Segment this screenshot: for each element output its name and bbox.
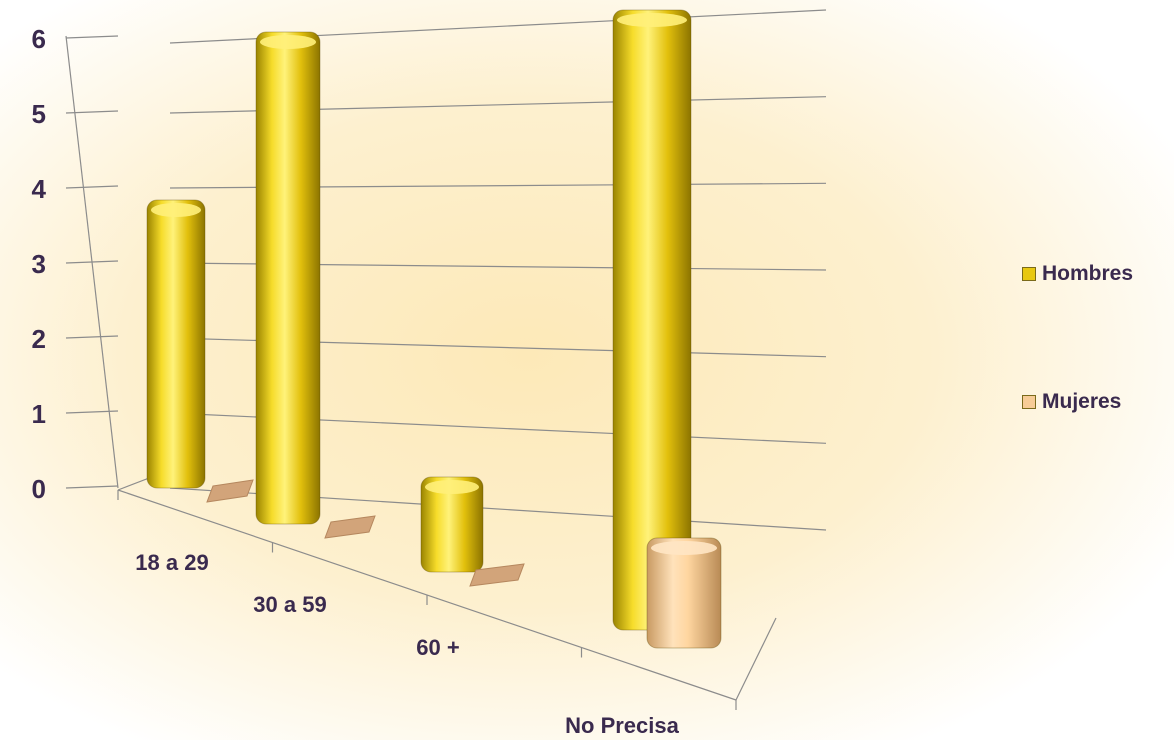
bar-mujeres-flat xyxy=(469,563,525,587)
bar-hombres-top xyxy=(617,13,687,27)
legend-item-hombres: Hombres xyxy=(1022,262,1133,286)
legend-swatch-mujeres xyxy=(1022,395,1036,409)
y-tick-label: 4 xyxy=(32,174,47,204)
bar-hombres xyxy=(420,476,484,573)
bar-hombres xyxy=(255,31,321,525)
bar-hombres-top xyxy=(425,480,479,494)
left-wall-gridline xyxy=(65,35,119,39)
bar-mujeres-body xyxy=(646,537,722,649)
y-tick-label: 6 xyxy=(32,24,46,54)
y-tick-label: 2 xyxy=(32,324,46,354)
bar-mujeres xyxy=(206,479,254,503)
bar-mujeres xyxy=(469,563,525,587)
bar-hombres-body xyxy=(255,31,321,525)
floor-right-edge xyxy=(735,617,777,701)
legend-label-mujeres: Mujeres xyxy=(1042,390,1122,413)
y-tick-label: 3 xyxy=(32,249,46,279)
legend-item-mujeres: Mujeres xyxy=(1022,390,1133,414)
x-tick-label: No Precisa xyxy=(565,713,679,738)
x-tick-label: 30 a 59 xyxy=(253,592,326,617)
x-tick-label: 18 a 29 xyxy=(135,550,208,575)
x-tick-label: 60 + xyxy=(416,635,459,660)
bar-mujeres xyxy=(646,537,722,649)
bar-hombres-body xyxy=(146,199,206,489)
bar-hombres xyxy=(612,9,692,631)
y-tick-label: 0 xyxy=(32,474,46,504)
left-wall-gridline xyxy=(65,185,119,189)
left-wall-gridline xyxy=(65,485,119,489)
legend: Hombres Mujeres xyxy=(1022,262,1133,414)
bar-hombres-top xyxy=(151,203,201,217)
bar-hombres-top xyxy=(260,35,316,49)
bar-mujeres-flat xyxy=(206,479,254,503)
legend-label-hombres: Hombres xyxy=(1042,262,1134,285)
left-wall-gridline xyxy=(65,335,119,339)
bar-hombres xyxy=(146,199,206,489)
y-tick-label: 5 xyxy=(32,99,46,129)
bar-hombres-body xyxy=(420,476,484,573)
y-axis-line xyxy=(65,35,119,489)
bar-hombres-body xyxy=(612,9,692,631)
bar-mujeres-flat xyxy=(324,515,376,539)
bar-mujeres-top xyxy=(651,541,717,555)
legend-swatch-hombres xyxy=(1022,267,1036,281)
y-tick-label: 1 xyxy=(32,399,46,429)
bar-mujeres xyxy=(324,515,376,539)
